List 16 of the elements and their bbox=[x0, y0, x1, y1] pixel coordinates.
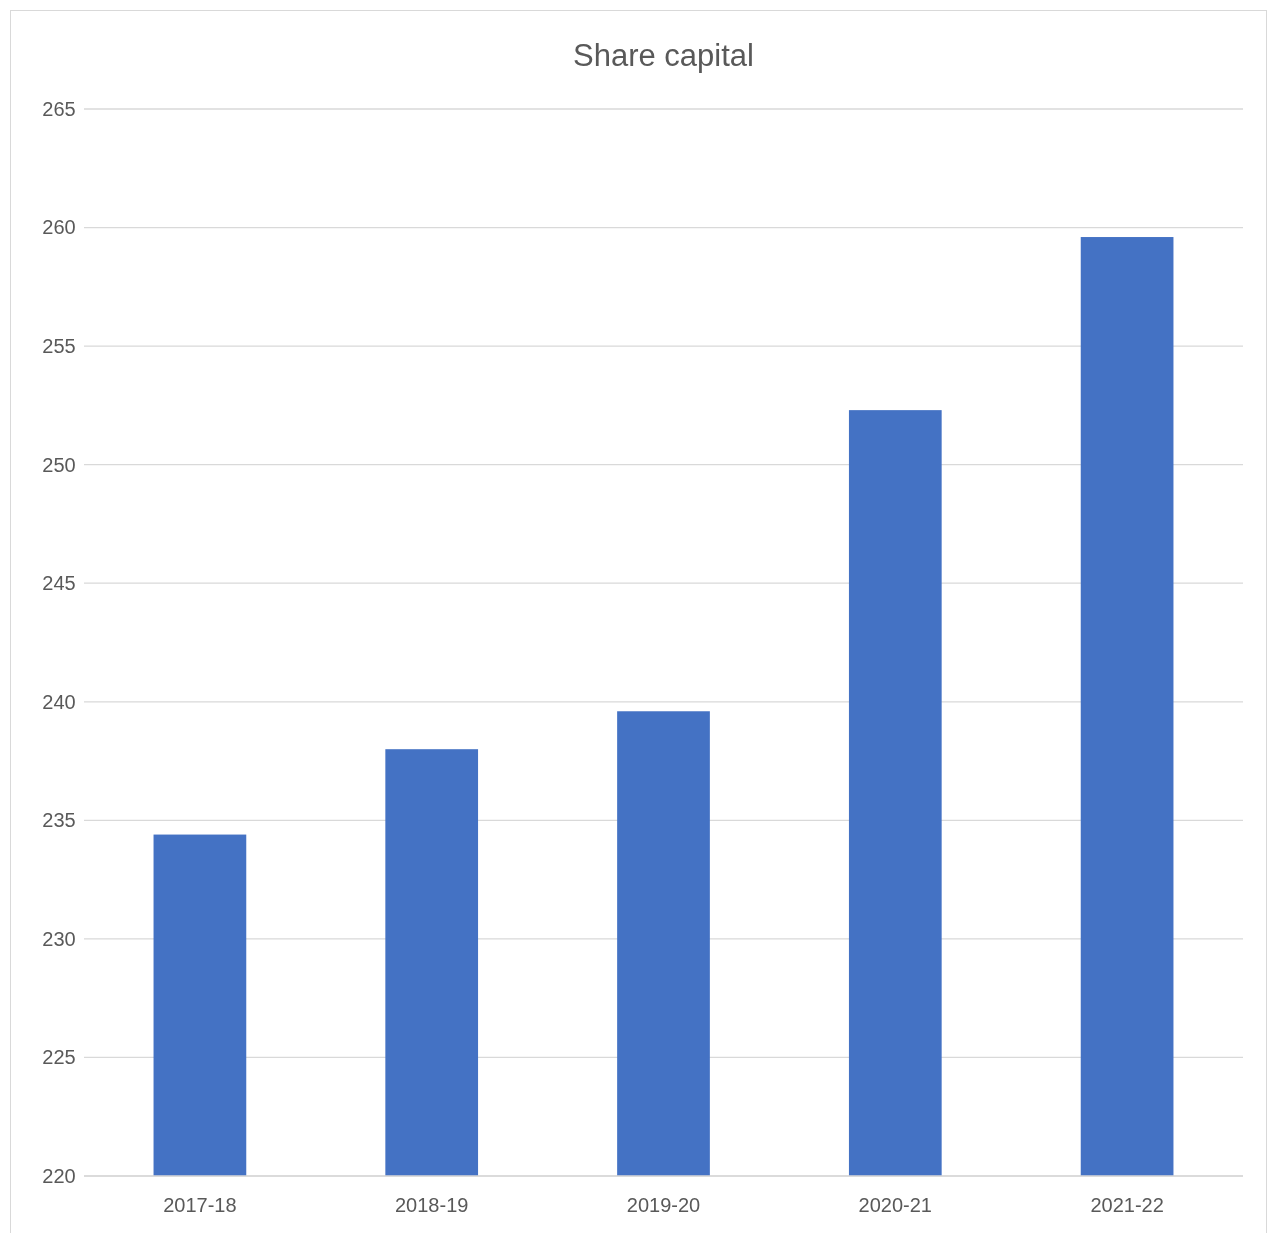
y-tick-label: 250 bbox=[42, 453, 76, 476]
y-tick-label: 260 bbox=[42, 216, 76, 239]
y-tick-label: 230 bbox=[42, 927, 76, 950]
chart-title: Share capital bbox=[573, 38, 754, 73]
y-tick-label: 235 bbox=[42, 809, 76, 832]
y-tick-label: 240 bbox=[42, 690, 76, 713]
x-tick-label: 2020-21 bbox=[858, 1194, 932, 1217]
y-tick-label: 225 bbox=[42, 1046, 76, 1069]
x-tick-label: 2018-19 bbox=[395, 1194, 469, 1217]
y-tick-label: 265 bbox=[42, 97, 76, 120]
y-tick-label: 255 bbox=[42, 335, 76, 358]
y-tick-label: 245 bbox=[42, 572, 76, 595]
y-tick-label: 220 bbox=[42, 1164, 76, 1187]
x-tick-label: 2021-22 bbox=[1090, 1194, 1164, 1217]
x-tick-label: 2019-20 bbox=[626, 1194, 701, 1217]
x-tick-label: 2017-18 bbox=[163, 1194, 237, 1217]
